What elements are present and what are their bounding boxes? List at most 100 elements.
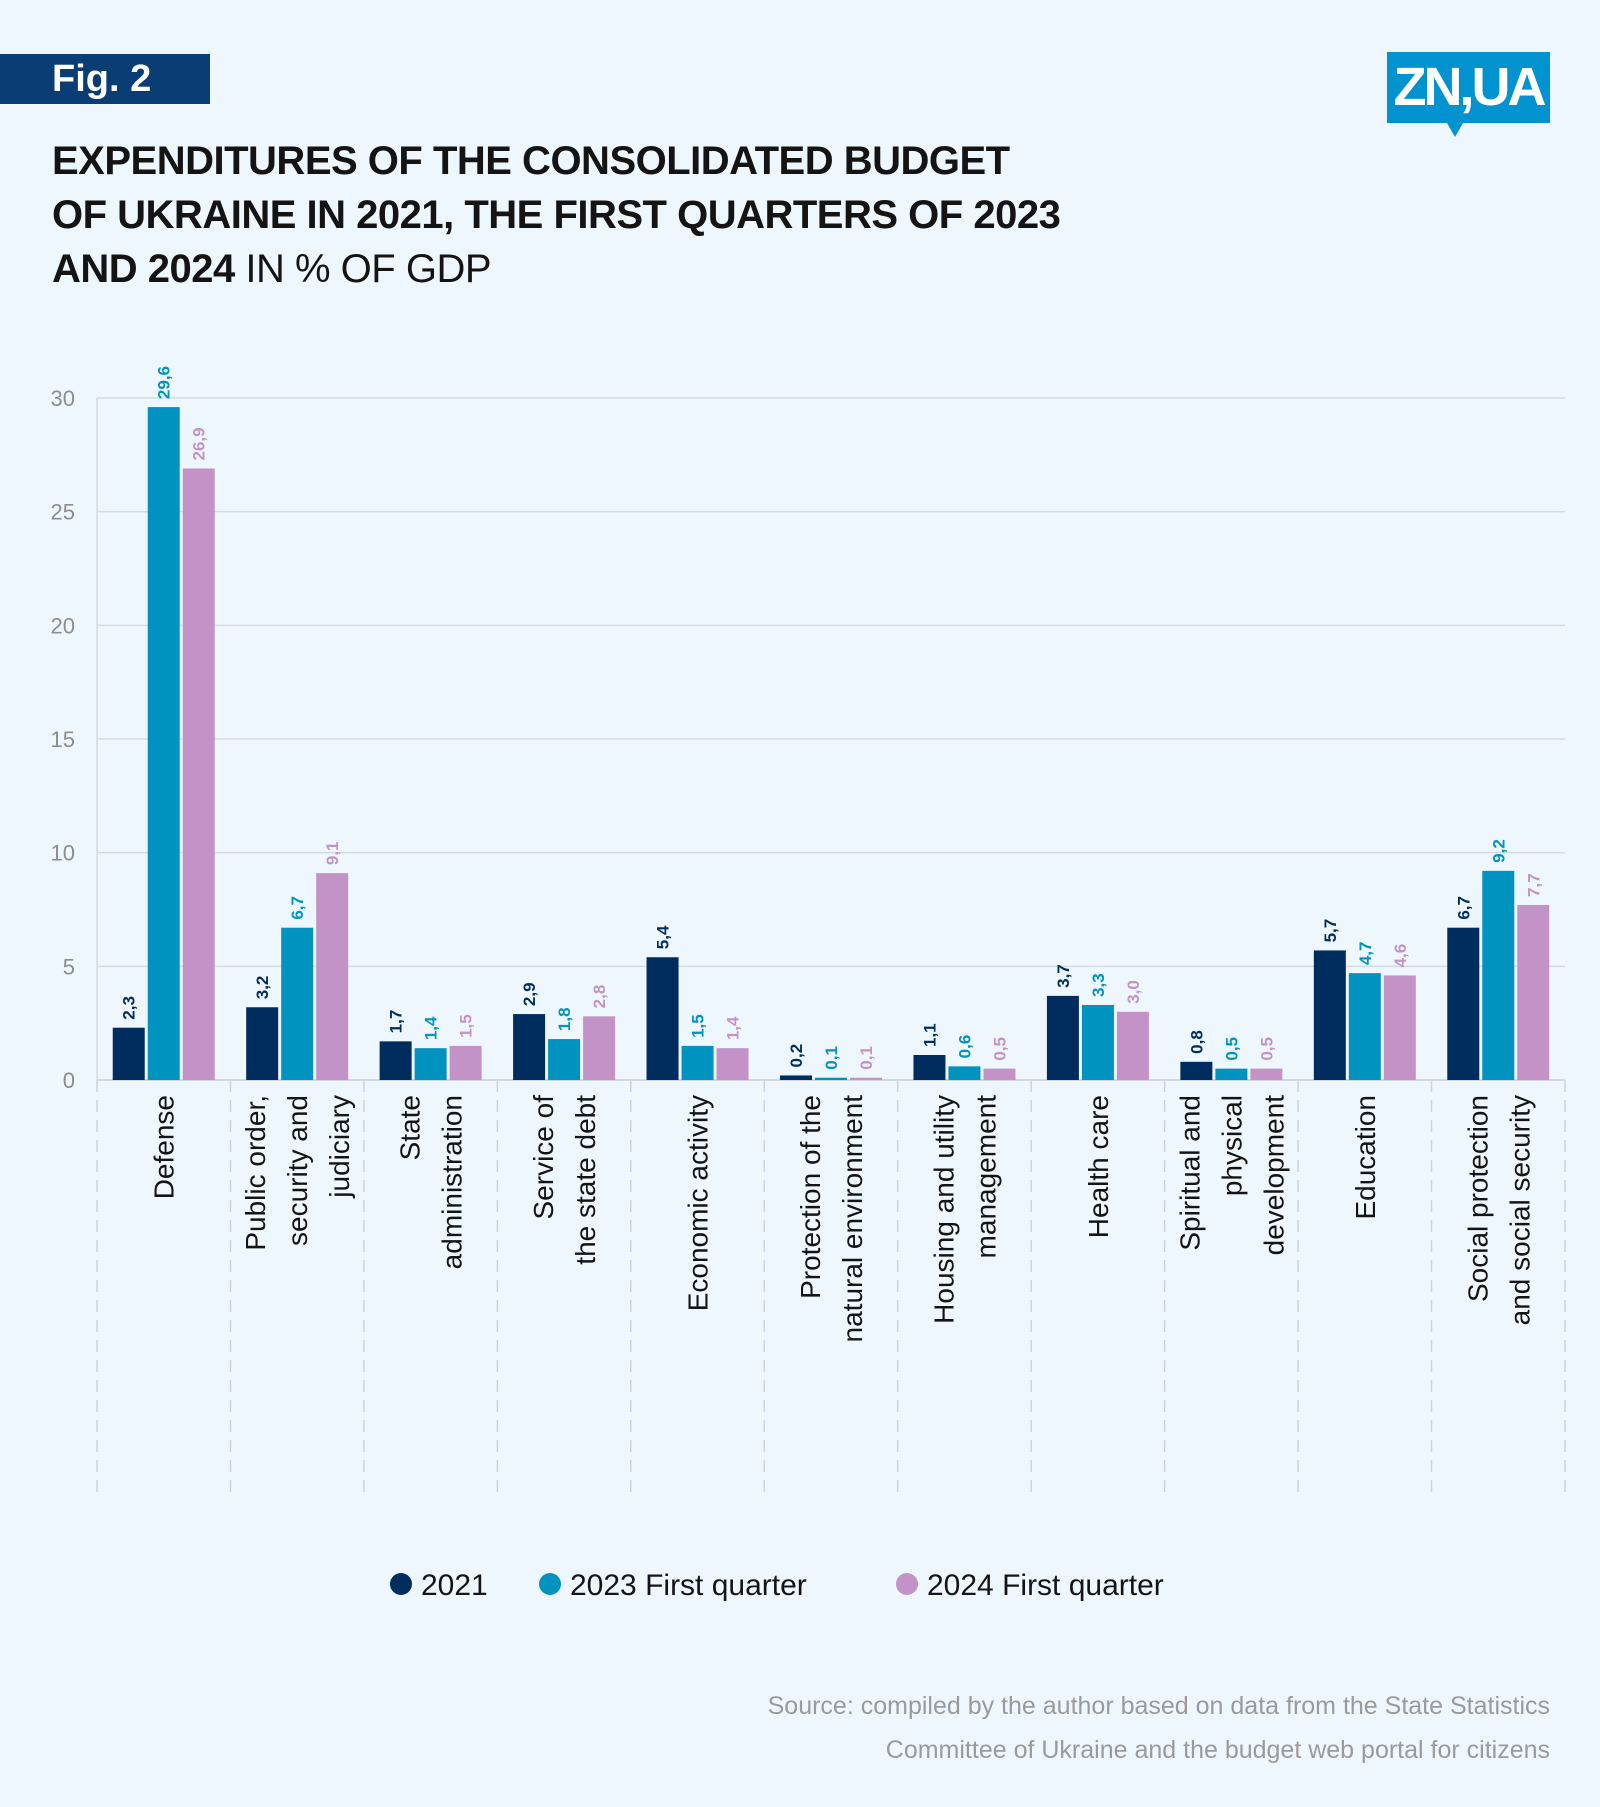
chart-title: EXPENDITURES OF THE CONSOLIDATED BUDGET … — [52, 134, 1061, 296]
category-label: Public order, — [240, 1095, 271, 1251]
category-label: Service of — [528, 1095, 559, 1220]
data-label: 1,5 — [689, 1014, 708, 1038]
category-label: natural environment — [837, 1095, 868, 1343]
category-label: security and — [282, 1095, 313, 1246]
data-label: 3,2 — [253, 976, 272, 1000]
y-tick-label: 15 — [51, 727, 75, 752]
data-label: 3,7 — [1054, 964, 1073, 988]
bar-2024-first-quarter — [850, 1077, 882, 1080]
category-label: development — [1258, 1095, 1289, 1256]
bar-2021 — [780, 1075, 812, 1080]
data-label: 0,6 — [955, 1035, 974, 1059]
bar-2021 — [913, 1054, 946, 1080]
bar-2023-first-quarter — [1215, 1068, 1248, 1080]
data-label: 0,5 — [1257, 1037, 1276, 1061]
data-label: 1,1 — [920, 1023, 939, 1047]
bar-2021 — [379, 1041, 412, 1080]
title-line-2: OF UKRAINE IN 2021, THE FIRST QUARTERS O… — [52, 193, 1061, 237]
bar-2023-first-quarter — [815, 1077, 847, 1080]
category-label: Spiritual and — [1174, 1095, 1205, 1251]
data-label: 5,4 — [654, 925, 673, 949]
data-label: 2,9 — [520, 982, 539, 1006]
bar-2023-first-quarter — [681, 1045, 714, 1080]
bar-2023-first-quarter — [1348, 973, 1381, 1080]
bar-2021 — [513, 1014, 546, 1080]
bar-2024-first-quarter — [1116, 1011, 1149, 1080]
bar-2024-first-quarter — [983, 1068, 1016, 1080]
title-line-3: AND 2024 IN % OF GDP — [52, 242, 1060, 296]
bar-2023-first-quarter — [1081, 1004, 1114, 1080]
y-tick-label: 30 — [51, 386, 75, 411]
bar-2023-first-quarter — [1482, 870, 1515, 1080]
bar-2023-first-quarter — [281, 927, 314, 1080]
bar-2024-first-quarter — [1383, 975, 1416, 1080]
bar-2023-first-quarter — [147, 407, 180, 1080]
data-label: 0,1 — [857, 1046, 876, 1070]
category-label: the state debt — [570, 1095, 601, 1265]
y-tick-label: 10 — [51, 841, 75, 866]
category-label: Social protection — [1462, 1095, 1493, 1302]
bar-2024-first-quarter — [716, 1048, 749, 1080]
bar-2024-first-quarter — [1250, 1068, 1283, 1080]
data-label: 1,4 — [724, 1016, 743, 1040]
bar-2021 — [112, 1027, 145, 1080]
data-label: 0,5 — [1222, 1037, 1241, 1061]
bar-2021 — [1313, 950, 1346, 1080]
title-line-1: EXPENDITURES OF THE CONSOLIDATED BUDGET — [52, 139, 1010, 183]
bar-2023-first-quarter — [948, 1066, 981, 1080]
bar-2021 — [1447, 927, 1480, 1080]
source-line-1: Source: compiled by the author based on … — [767, 1692, 1550, 1720]
bar-2021 — [1180, 1061, 1213, 1080]
bar-2021 — [1046, 995, 1079, 1080]
y-tick-label: 20 — [51, 613, 75, 638]
legend-label: 2024 First quarter — [927, 1569, 1164, 1602]
figure-label: Fig. 2 — [0, 54, 210, 104]
category-label: State — [395, 1095, 426, 1160]
bar-2024-first-quarter — [583, 1016, 616, 1080]
data-label: 29,6 — [155, 366, 174, 399]
y-tick-label: 5 — [63, 954, 75, 979]
data-label: 5,7 — [1321, 919, 1340, 943]
data-label: 7,7 — [1524, 873, 1543, 897]
category-label: administration — [437, 1095, 468, 1269]
y-tick-label: 25 — [51, 500, 75, 525]
bar-2024-first-quarter — [182, 468, 215, 1080]
y-tick-label: 0 — [63, 1068, 75, 1093]
legend-marker — [539, 1573, 561, 1595]
data-label: 0,2 — [787, 1044, 806, 1068]
data-label: 3,0 — [1124, 980, 1143, 1004]
data-label: 0,1 — [822, 1046, 841, 1070]
legend-marker — [896, 1573, 918, 1595]
category-label: Protection of the — [795, 1095, 826, 1299]
data-label: 1,4 — [422, 1016, 441, 1040]
data-label: 1,5 — [457, 1014, 476, 1038]
bar-2024-first-quarter — [1517, 904, 1550, 1080]
data-label: 1,8 — [555, 1007, 574, 1031]
data-label: 3,3 — [1089, 973, 1108, 997]
category-label: Health care — [1083, 1095, 1114, 1238]
title-line-3-bold: AND 2024 — [52, 247, 235, 291]
data-label: 4,6 — [1391, 944, 1410, 968]
category-label: Education — [1350, 1095, 1381, 1220]
title-line-3-light: IN % OF GDP — [234, 247, 492, 291]
data-label: 2,8 — [590, 985, 609, 1009]
legend-marker — [390, 1573, 412, 1595]
category-label: physical — [1216, 1095, 1247, 1196]
category-label: Defense — [149, 1095, 180, 1199]
bar-2021 — [246, 1007, 279, 1080]
bar-2021 — [646, 957, 679, 1080]
bar-2023-first-quarter — [414, 1048, 447, 1080]
data-label: 9,1 — [323, 841, 342, 865]
data-label: 26,9 — [190, 427, 209, 460]
category-label: judiciary — [324, 1095, 355, 1199]
data-label: 6,7 — [288, 896, 307, 920]
data-label: 1,7 — [387, 1010, 406, 1034]
category-label: Housing and utility — [928, 1095, 959, 1324]
data-label: 4,7 — [1356, 942, 1375, 966]
data-label: 2,3 — [120, 996, 139, 1020]
source-line-2: Committee of Ukraine and the budget web … — [885, 1736, 1550, 1764]
legend-label: 2023 First quarter — [570, 1569, 807, 1602]
data-label: 9,2 — [1489, 839, 1508, 863]
bar-2024-first-quarter — [316, 873, 349, 1080]
